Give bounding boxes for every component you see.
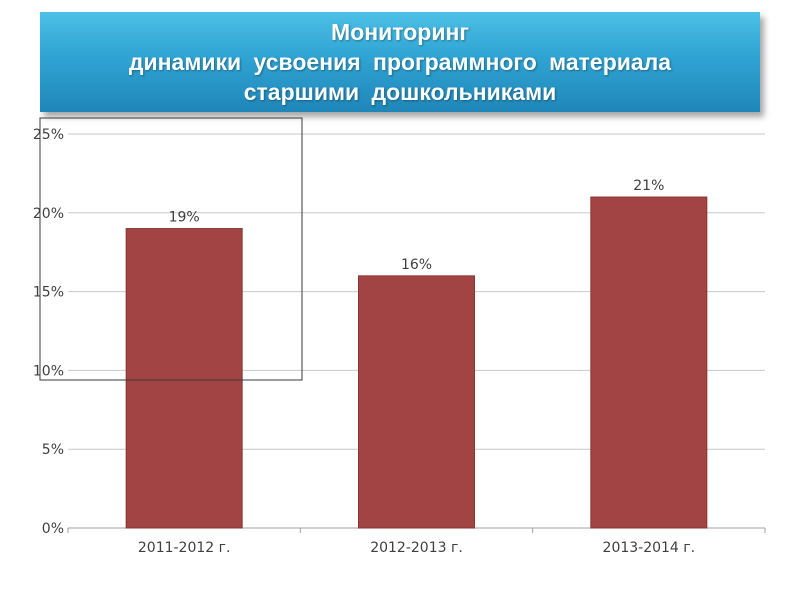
y-tick-label: 25% [33,127,64,143]
chart-title-banner: Мониторинг динамики усвоения программног… [40,12,760,112]
bar [590,196,708,529]
chart-title-line-2: динамики усвоения программного материала [128,49,672,75]
chart-title-line-3: старшими дошкольниками [243,79,557,105]
data-label: 16% [401,257,432,273]
y-tick-label: 20% [33,206,64,222]
x-category-label: 2012-2013 г. [370,540,463,556]
y-tick-label: 15% [33,285,64,301]
chart-title-line-1: Мониторинг [331,19,469,45]
x-category-label: 2013-2014 г. [603,540,696,556]
x-category-label: 2011-2012 г. [138,540,231,556]
bar [125,228,243,529]
data-label: 19% [169,210,200,226]
bar [358,275,475,529]
selection-frame [39,117,303,381]
y-tick-label: 0% [42,521,64,537]
y-tick-label: 10% [33,363,64,379]
data-label: 21% [633,178,664,194]
y-tick-label: 5% [42,442,64,458]
